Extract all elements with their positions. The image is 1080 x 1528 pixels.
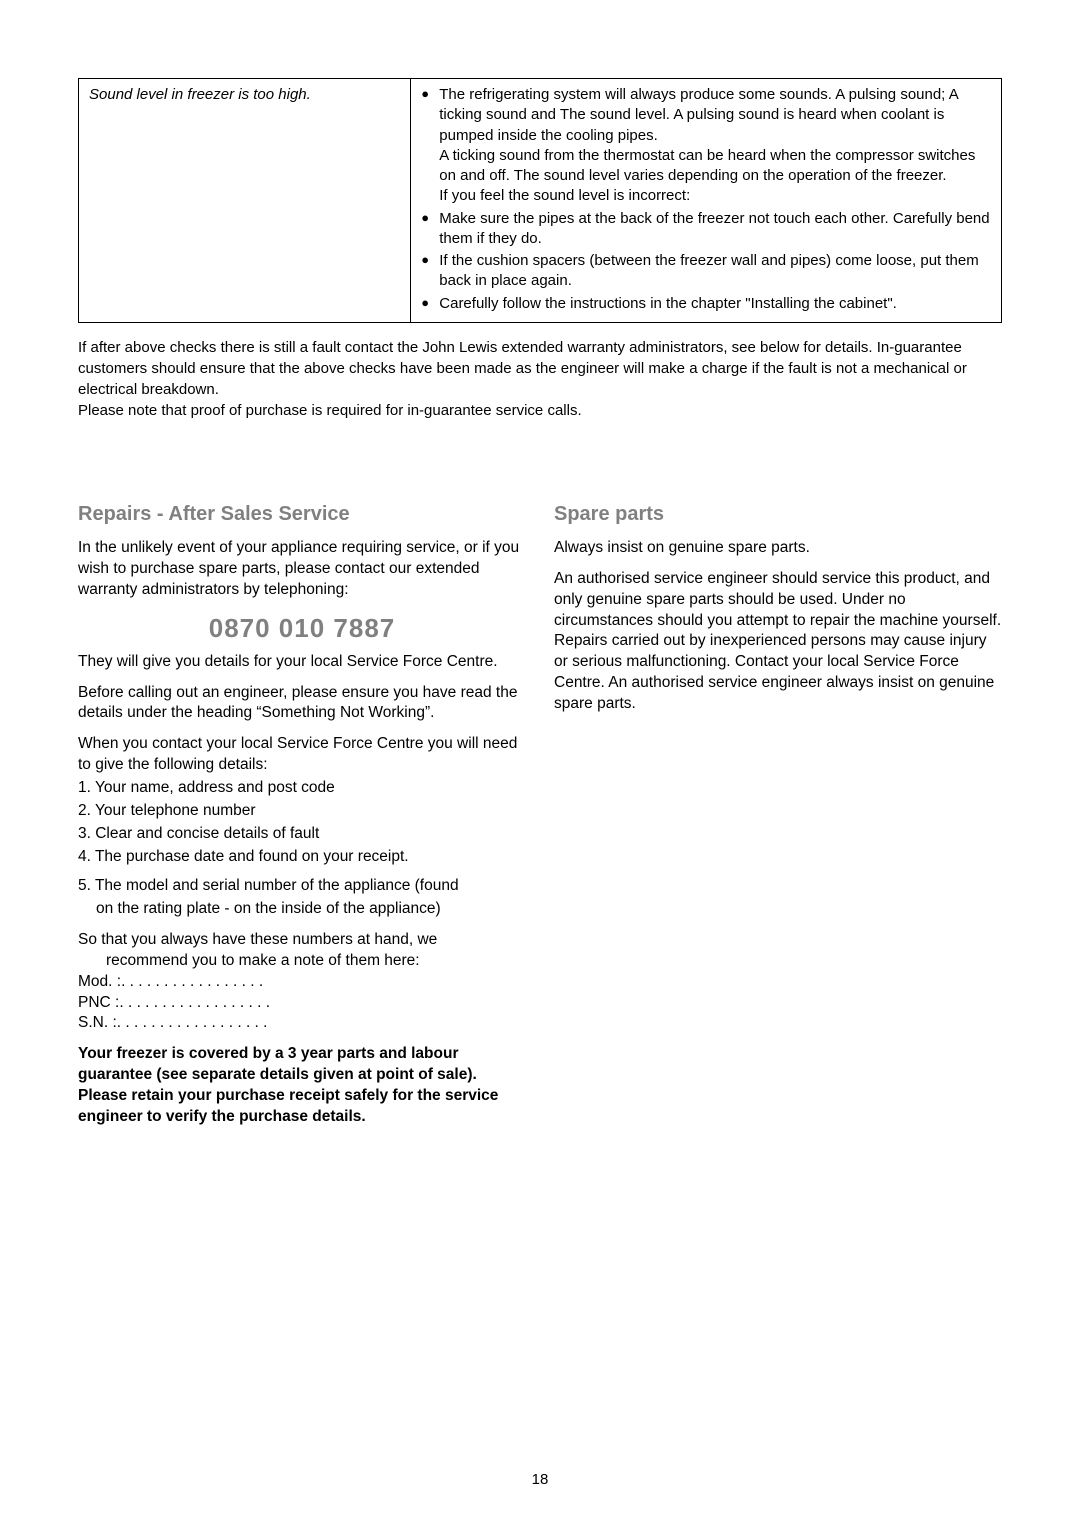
content-columns: Repairs - After Sales Service In the unl… xyxy=(78,501,1002,1138)
details-list: 1. Your name, address and post code 2. Y… xyxy=(78,778,526,920)
sn-line: S.N. :. . . . . . . . . . . . . . . . . … xyxy=(78,1013,526,1034)
note-block: So that you always have these numbers at… xyxy=(78,930,526,1035)
spare-p1: Always insist on genuine spare parts. xyxy=(554,538,1002,559)
spare-title: Spare parts xyxy=(554,501,1002,528)
troubleshoot-table: Sound level in freezer is too high. The … xyxy=(78,78,1002,323)
solution-item: If the cushion spacers (between the free… xyxy=(421,251,991,292)
solution-cell: The refrigerating system will always pro… xyxy=(411,79,1002,323)
page-number: 18 xyxy=(0,1471,1080,1488)
repairs-p1: In the unlikely event of your appliance … xyxy=(78,538,526,601)
warranty-p1: If after above checks there is still a f… xyxy=(78,337,1002,400)
note-line: So that you always have these numbers at… xyxy=(78,930,526,951)
detail-item-cont: on the rating plate - on the inside of t… xyxy=(78,899,526,920)
spare-p2: An authorised service engineer should se… xyxy=(554,569,1002,715)
mod-line: Mod. :. . . . . . . . . . . . . . . . . xyxy=(78,972,526,993)
solution-item: The refrigerating system will always pro… xyxy=(421,85,991,207)
repairs-column: Repairs - After Sales Service In the unl… xyxy=(78,501,526,1138)
warranty-p2: Please note that proof of purchase is re… xyxy=(78,400,1002,421)
problem-cell: Sound level in freezer is too high. xyxy=(79,79,411,323)
solution-item: Make sure the pipes at the back of the f… xyxy=(421,209,991,250)
detail-item: 4. The purchase date and found on your r… xyxy=(78,847,526,868)
repairs-p3: Before calling out an engineer, please e… xyxy=(78,683,526,725)
spare-column: Spare parts Always insist on genuine spa… xyxy=(554,501,1002,1138)
repairs-title: Repairs - After Sales Service xyxy=(78,501,526,528)
detail-item: 3. Clear and concise details of fault xyxy=(78,824,526,845)
detail-item: 2. Your telephone number xyxy=(78,801,526,822)
repairs-p2: They will give you details for your loca… xyxy=(78,652,526,673)
detail-item: 5. The model and serial number of the ap… xyxy=(78,876,526,897)
detail-item: 1. Your name, address and post code xyxy=(78,778,526,799)
pnc-line: PNC :. . . . . . . . . . . . . . . . . . xyxy=(78,993,526,1014)
coverage-note: Your freezer is covered by a 3 year part… xyxy=(78,1044,526,1128)
solution-item: Carefully follow the instructions in the… xyxy=(421,294,991,314)
repairs-p4: When you contact your local Service Forc… xyxy=(78,734,526,776)
note-line: recommend you to make a note of them her… xyxy=(78,951,526,972)
phone-number: 0870 010 7887 xyxy=(78,611,526,646)
warranty-note: If after above checks there is still a f… xyxy=(78,337,1002,421)
